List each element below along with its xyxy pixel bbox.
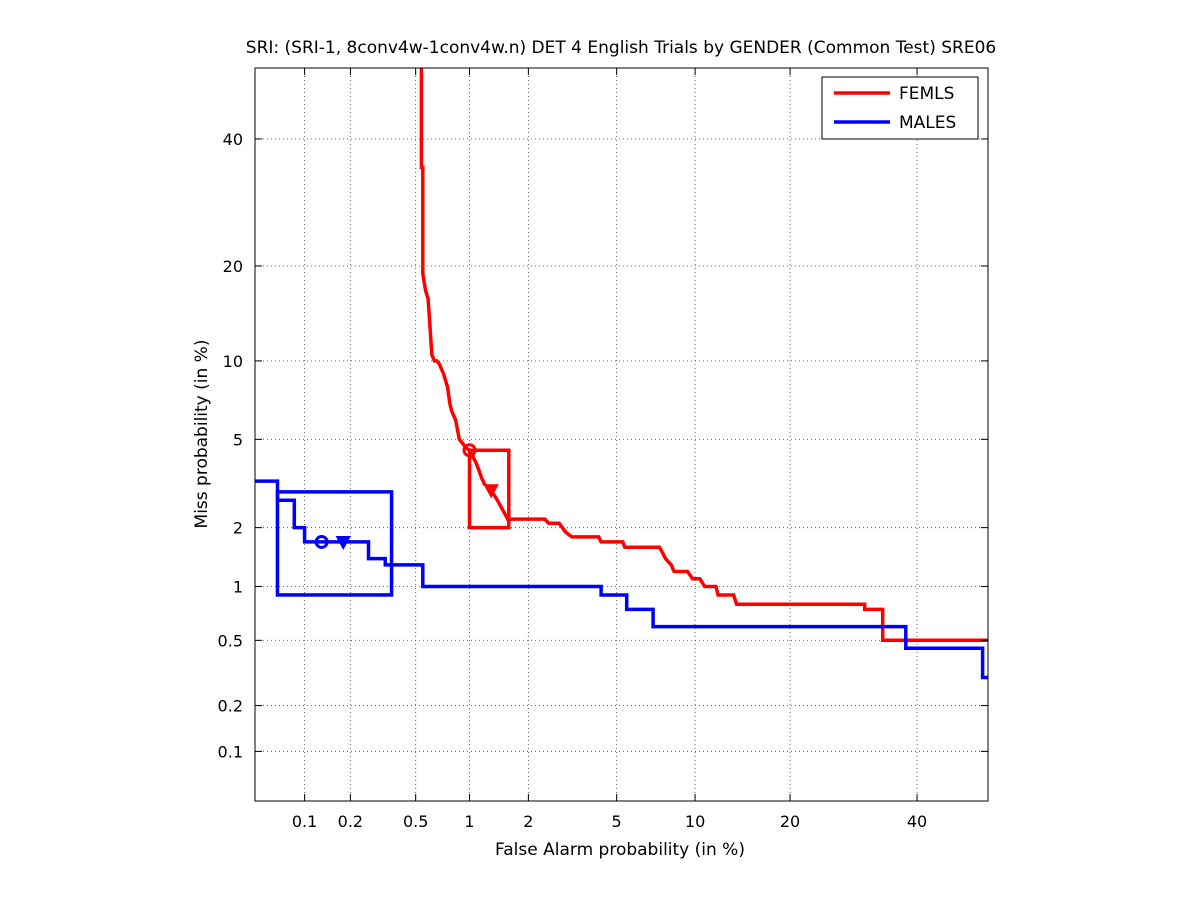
confidence-box-femls <box>467 448 511 530</box>
x-tick-label: 0.1 <box>292 812 317 831</box>
legend: FEMLS MALES <box>821 76 979 140</box>
tick-layer: 0.1 0.2 0.5 1 2 5 10 20 40 0.1 0.2 0.5 1 2 5 10 20 40 <box>218 68 988 831</box>
confidence-box-layer <box>275 448 511 597</box>
x-tick-label: 0.5 <box>403 812 428 831</box>
curve-layer <box>255 68 988 680</box>
y-axis-label: Miss probability (in %) <box>192 340 212 529</box>
chart-title: SRI: (SRI-1, 8conv4w-1conv4w.n) DET 4 En… <box>246 38 996 58</box>
x-tick-label: 2 <box>523 812 533 831</box>
x-axis-label: False Alarm probability (in %) <box>495 840 745 860</box>
x-tick-label: 20 <box>780 812 800 831</box>
operating-point-triangle-males <box>335 535 351 551</box>
x-tick-label: 10 <box>685 812 705 831</box>
operating-point-circle-males <box>314 534 329 549</box>
y-tick-label: 2 <box>233 519 243 538</box>
x-tick-label: 1 <box>464 812 474 831</box>
x-tick-label: 0.2 <box>338 812 363 831</box>
det-curve-femls <box>419 68 988 643</box>
operating-point-triangle-femls <box>483 484 499 499</box>
legend-box <box>821 76 979 140</box>
y-tick-label: 0.1 <box>218 742 243 761</box>
y-tick-label: 40 <box>223 130 243 149</box>
det-curve-males <box>255 479 988 680</box>
y-tick-label: 20 <box>223 257 243 276</box>
legend-label-femls: FEMLS <box>899 84 954 104</box>
y-tick-label: 0.2 <box>218 697 243 716</box>
confidence-box-males <box>275 490 394 597</box>
marker-layer <box>314 443 499 551</box>
y-tick-label: 1 <box>233 577 243 596</box>
y-tick-label: 10 <box>223 352 243 371</box>
x-tick-label: 5 <box>612 812 622 831</box>
plot-frame <box>254 67 989 802</box>
y-tick-label: 0.5 <box>218 631 243 650</box>
operating-point-circle-femls <box>462 443 477 458</box>
y-tick-label: 5 <box>233 430 243 449</box>
legend-label-males: MALES <box>899 113 956 133</box>
x-tick-label: 40 <box>907 812 927 831</box>
